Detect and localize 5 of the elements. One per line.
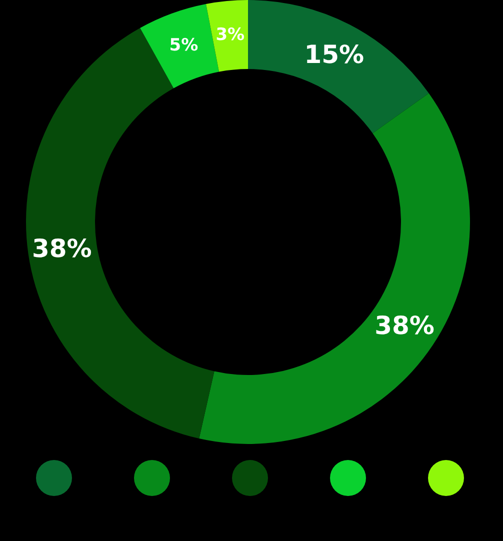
data-label: 5% [169,35,198,56]
data-label: 38% [32,234,92,263]
data-label: 38% [374,311,434,340]
data-label: 3% [216,24,245,45]
data-label: 15% [304,40,364,69]
